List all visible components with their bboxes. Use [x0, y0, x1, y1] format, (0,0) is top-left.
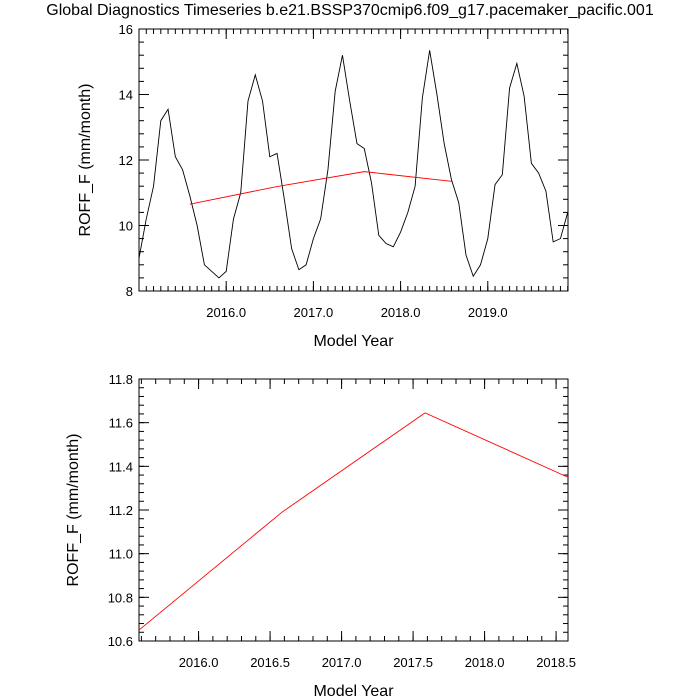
series-line-monthly	[138, 50, 569, 279]
x-tick-label: 2016.0	[206, 305, 246, 320]
y-tick-label: 11.2	[109, 503, 133, 518]
y-tick-label: 10.6	[108, 634, 133, 649]
chart-panel-2: 2016.0 2016.5 2017.0 2017.5 2018.0 2018.5 10.6…	[65, 372, 576, 700]
y-tick-label: 12	[119, 153, 133, 168]
x-tick-label: 2016.5	[250, 655, 290, 670]
x-axis-title: Model Year	[313, 333, 394, 350]
y-tick-label: 14	[119, 88, 133, 103]
x-tick-label: 2017.0	[294, 305, 334, 320]
y-axis-title: ROFF_F (mm/month)	[65, 434, 82, 587]
y-tick-label: 10	[119, 219, 133, 234]
page-title: Global Diagnostics Timeseries b.e21.BSSP…	[46, 2, 654, 19]
x-tick-label: 2016.0	[179, 655, 219, 670]
x-tick-label: 2017.0	[322, 655, 362, 670]
plot-frame	[138, 378, 569, 642]
y-tick-label: 16	[119, 22, 133, 37]
series-line-annual	[189, 171, 452, 205]
y-tick-label: 11.8	[109, 372, 133, 387]
chart-panel-1: 2016.0 2017.0 2018.0 2019.0 8 10 12 14 16 Model Y…	[77, 22, 569, 350]
y-tick-label: 11.0	[109, 547, 133, 562]
y-axis-title: ROFF_F (mm/month)	[77, 84, 94, 237]
series-line-annual	[138, 412, 569, 631]
x-tick-label: 2018.0	[381, 305, 421, 320]
x-tick-label: 2019.0	[468, 305, 508, 320]
x-tick-label: 2018.0	[465, 655, 505, 670]
x-tick-label: 2017.5	[393, 655, 433, 670]
y-tick-label: 8	[126, 284, 133, 299]
x-tick-label: 2018.5	[536, 655, 576, 670]
x-axis-title: Model Year	[313, 683, 394, 700]
y-tick-label: 10.8	[108, 590, 133, 605]
y-tick-label: 11.6	[109, 416, 133, 431]
plot-frame	[138, 28, 569, 292]
y-tick-label: 11.4	[109, 459, 133, 474]
